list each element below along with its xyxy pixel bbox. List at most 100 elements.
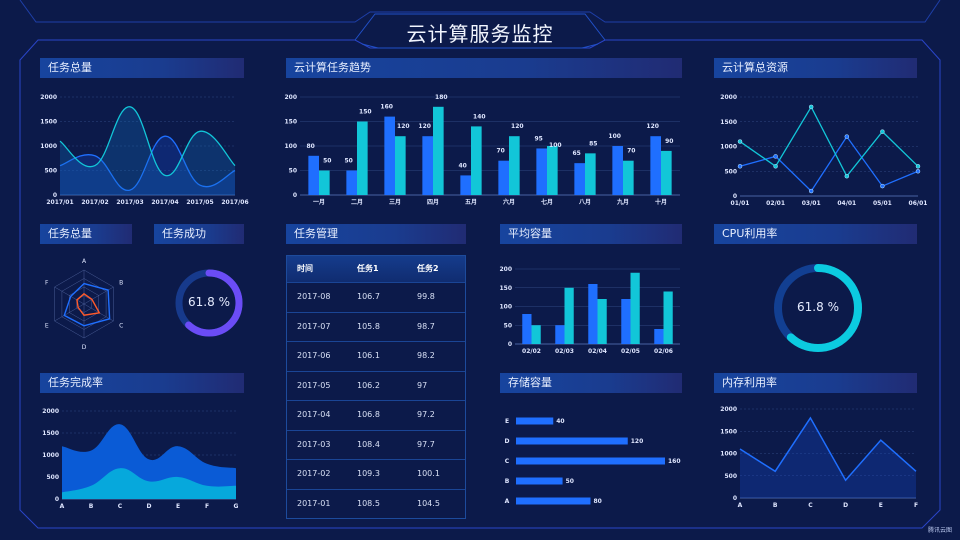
bar [612, 146, 623, 195]
bar [308, 155, 319, 195]
data-label: 50 [566, 478, 574, 485]
bar [623, 160, 634, 195]
x-tick-label: E [879, 502, 883, 509]
data-label: 160 [380, 104, 393, 111]
bar [516, 417, 554, 425]
data-point [844, 173, 850, 179]
table-cell: 100.1 [417, 469, 440, 478]
column-header: 任务2 [417, 264, 439, 273]
bar [433, 106, 444, 195]
bar [663, 291, 673, 344]
y-category-label: C [505, 458, 510, 465]
data-label: 140 [473, 113, 486, 120]
y-tick-label: 1500 [42, 430, 59, 437]
table-cell: 106.1 [357, 351, 380, 360]
panel-title-memory: 内存利用率 [714, 373, 917, 393]
data-label: 40 [459, 162, 467, 169]
data-label: 70 [627, 148, 635, 155]
table-cell: 98.2 [417, 351, 435, 360]
y-category-label: E [505, 418, 509, 425]
bar [597, 299, 607, 344]
task-table: 时间 任务1 任务2 2017-08 106.7 99.8 2017-07 105.8 9… [286, 255, 466, 519]
x-tick-label: 02/05 [621, 348, 640, 355]
y-tick-label: 2000 [42, 408, 59, 415]
bar [346, 170, 357, 195]
x-tick-label: F [205, 503, 209, 510]
y-tick-label: 200 [499, 266, 512, 273]
data-label: 70 [497, 148, 505, 155]
y-tick-label: 0 [733, 193, 737, 200]
x-tick-label: G [234, 503, 239, 510]
x-tick-label: D [147, 503, 152, 510]
cpu-percent: 61.8 % [797, 300, 839, 314]
series-line [739, 135, 919, 193]
x-tick-label: 05/01 [873, 200, 892, 207]
x-tick-label: 03/01 [802, 200, 821, 207]
panel-title-task-total: 任务总量 [40, 58, 244, 78]
x-tick-label: C [118, 503, 123, 510]
area-fill [60, 136, 235, 195]
y-tick-label: 0 [508, 341, 512, 348]
panel-title-avg-capacity: 平均容量 [500, 224, 682, 244]
x-tick-label: 2017/02 [81, 199, 108, 206]
table-cell: 109.3 [357, 469, 380, 478]
gauge-progress [175, 269, 243, 337]
data-label: 90 [665, 138, 673, 145]
bar [630, 272, 640, 344]
data-label: 40 [556, 418, 564, 425]
y-tick-label: 500 [724, 168, 737, 175]
page-title: 云计算服务监控 [406, 22, 554, 46]
gauge-progress [774, 264, 862, 352]
bar [547, 146, 558, 195]
y-tick-label: 0 [293, 192, 297, 199]
table-row: 2017-08 106.7 99.8 [287, 282, 465, 312]
x-tick-label: 2017/05 [186, 199, 213, 206]
bar [555, 325, 565, 344]
bar [498, 160, 509, 195]
data-point [808, 104, 814, 110]
data-label: 120 [418, 123, 431, 130]
data-label: 120 [646, 123, 659, 130]
y-tick-label: 100 [499, 304, 512, 311]
bar [531, 325, 541, 344]
column-header: 任务1 [357, 264, 379, 273]
data-label: 120 [631, 438, 644, 445]
table-cell: 106.7 [357, 292, 380, 301]
radar-indicator-label: A [82, 258, 87, 265]
bar [564, 287, 574, 344]
data-label: 160 [668, 458, 681, 465]
data-label: 100 [549, 142, 562, 149]
table-cell: 2017-07 [297, 321, 331, 331]
column-header: 时间 [297, 264, 313, 273]
x-tick-label: 2017/06 [221, 199, 248, 206]
data-label: 50 [323, 158, 331, 165]
table-cell: 98.7 [417, 321, 435, 331]
panel-title-task-radar: 任务总量 [40, 224, 132, 244]
x-tick-label: A [738, 502, 743, 509]
bar [516, 457, 665, 465]
y-tick-label: 1000 [42, 452, 59, 459]
data-label: 95 [535, 135, 543, 142]
area-fill [740, 417, 916, 498]
x-tick-label: 九月 [616, 198, 629, 206]
x-tick-label: 三月 [389, 198, 401, 206]
table-cell: 108.5 [357, 498, 380, 508]
panel-title-cpu: CPU利用率 [714, 224, 917, 244]
x-tick-label: 2017/01 [46, 199, 73, 206]
radar-series [63, 282, 111, 327]
panel-title-task-management: 任务管理 [286, 224, 466, 244]
table-cell: 2017-06 [297, 351, 331, 360]
radar-indicator-label: B [119, 280, 123, 287]
x-tick-label: 02/02 [522, 348, 541, 355]
task-success-percent: 61.8 % [188, 295, 230, 309]
y-tick-label: 500 [46, 474, 59, 481]
data-point [737, 139, 743, 144]
y-category-label: D [505, 438, 510, 445]
x-tick-label: B [773, 502, 778, 509]
y-tick-label: 0 [55, 496, 59, 503]
table-row: 2017-03 108.4 97.7 [287, 429, 465, 460]
x-tick-label: 六月 [503, 198, 515, 206]
y-category-label: B [505, 478, 510, 485]
